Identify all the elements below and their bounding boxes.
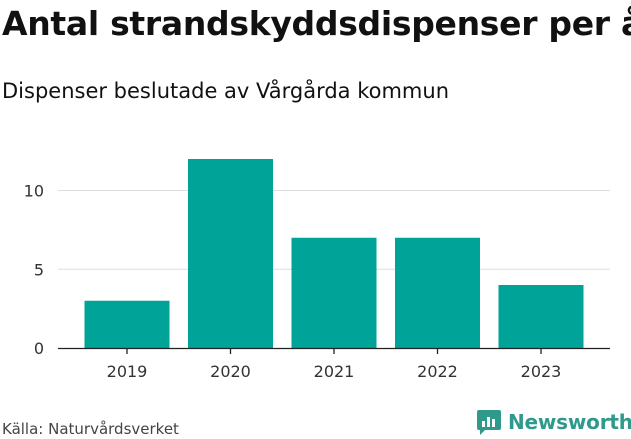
x-tick-label: 2022 (417, 362, 458, 381)
x-tick-label: 2020 (210, 362, 251, 381)
bar-2021[interactable] (291, 237, 377, 348)
y-tick-label: 0 (34, 339, 44, 358)
x-tick-label: 2019 (107, 362, 148, 381)
chart-subtitle: Dispenser beslutade av Vårgårda kommun (2, 79, 450, 103)
newsworthy-logo-text: Newsworthy (508, 410, 631, 434)
bar-2022[interactable] (395, 237, 480, 348)
bar-2023[interactable] (498, 285, 584, 348)
source-note: Källa: Naturvårdsverket (2, 420, 179, 438)
newsworthy-logo-icon (477, 410, 501, 435)
y-tick-labels: 0 5 10 (24, 182, 44, 359)
chart-title: Antal strandskyddsdispenser per år (2, 4, 631, 43)
x-axis (58, 347, 610, 354)
x-tick-labels: 2019 2020 2021 2022 2023 (107, 362, 562, 381)
x-tick-label: 2023 (521, 362, 562, 381)
x-tick-label: 2021 (314, 362, 355, 381)
bar-2020[interactable] (188, 159, 273, 348)
bars (84, 159, 584, 348)
y-tick-label: 10 (24, 182, 44, 201)
bar-chart: 0 5 10 2019 2020 2021 2022 2023 (24, 159, 610, 381)
newsworthy-logo[interactable]: Newsworthy (476, 407, 631, 437)
bar-2019[interactable] (84, 300, 170, 348)
y-tick-label: 5 (34, 260, 44, 279)
